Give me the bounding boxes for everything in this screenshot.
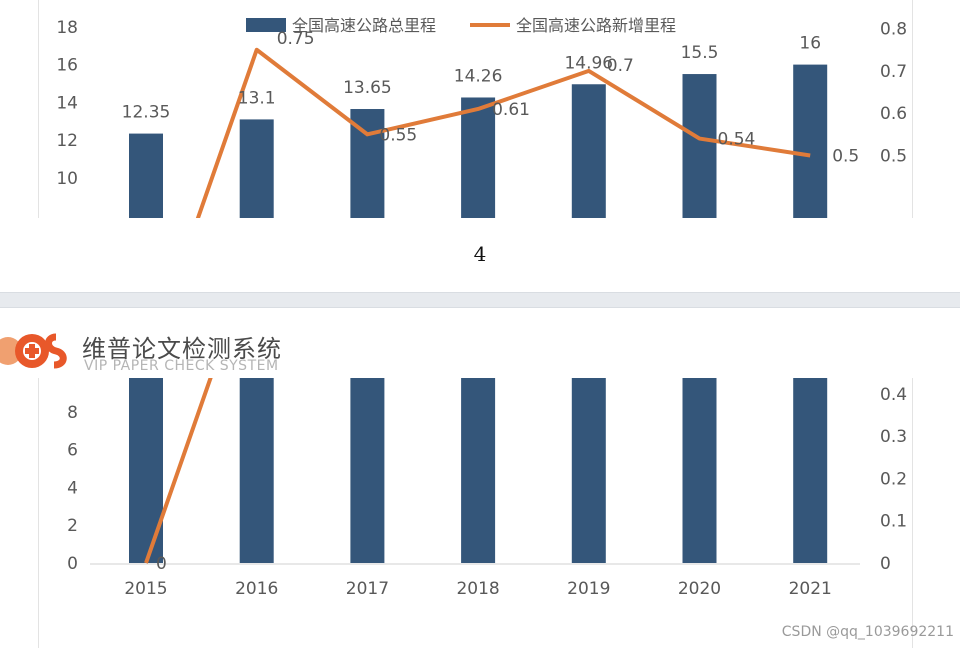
right-axis-tick-0.5: 0.5 — [880, 147, 907, 167]
x-axis-tick-2020: 2020 — [678, 579, 721, 599]
bar-2016 — [239, 119, 274, 218]
pcs-logo-icon — [0, 333, 67, 369]
left-axis-tick-0: 0 — [67, 554, 78, 574]
right-axis-tick-0.6: 0.6 — [880, 104, 907, 124]
right-axis-tick-0.8: 0.8 — [880, 20, 907, 40]
x-axis-tick-2017: 2017 — [346, 579, 389, 599]
line-label-2017: 0.55 — [379, 125, 417, 145]
line-label-2016: 0.75 — [277, 29, 315, 49]
right-axis-tick-0.3: 0.3 — [880, 427, 907, 447]
x-axis-tick-2018: 2018 — [456, 579, 499, 599]
line-label-2020: 0.54 — [718, 130, 756, 150]
left-axis-tick-18: 18 — [56, 18, 78, 38]
bar-2018-base — [461, 378, 496, 563]
left-axis-tick-8: 8 — [67, 403, 78, 423]
right-axis-tick-0.7: 0.7 — [880, 62, 907, 82]
right-axis-tick-0.1: 0.1 — [880, 512, 907, 532]
logo-subtitle: VIP PAPER CHECK SYSTEM — [84, 358, 279, 374]
x-axis-tick-2021: 2021 — [789, 579, 832, 599]
x-axis-tick-2016: 2016 — [235, 579, 278, 599]
left-axis-tick-12: 12 — [56, 131, 78, 151]
left-axis-tick-6: 6 — [67, 441, 78, 461]
line-label-2015: 0 — [156, 554, 167, 574]
bar-2017-base — [350, 378, 385, 563]
right-axis-tick-0.4: 0.4 — [880, 385, 907, 405]
bar-label-2020: 15.5 — [681, 43, 719, 63]
logo-title: 维普论文检测系统 — [82, 335, 282, 363]
line-label-2018: 0.61 — [492, 100, 530, 120]
page-number: 4 — [473, 242, 487, 266]
bar-label-2017: 13.65 — [343, 78, 392, 98]
bar-label-2016: 13.1 — [238, 88, 276, 108]
x-axis-tick-2019: 2019 — [567, 579, 610, 599]
bar-2015 — [129, 133, 163, 218]
legend-bar-label: 全国高速公路总里程 — [292, 16, 436, 35]
left-axis-tick-16: 16 — [56, 56, 78, 76]
vip-logo: 维普论文检测系统 VIP PAPER CHECK SYSTEM — [0, 327, 314, 377]
chart-legend: 全国高速公路总里程 全国高速公路新增里程 — [246, 16, 676, 35]
bar-2021 — [793, 64, 828, 218]
page-left-rule — [38, 0, 39, 218]
bar-2020-base — [682, 378, 717, 563]
bar-2021-base — [793, 378, 828, 563]
bar-2020 — [682, 74, 717, 218]
page-right-rule — [912, 0, 913, 218]
legend-bar-swatch — [246, 18, 286, 32]
right-axis-tick-0: 0 — [880, 554, 891, 574]
page-left-rule — [38, 378, 39, 648]
left-axis-tick-4: 4 — [67, 478, 78, 498]
bar-label-2015: 12.35 — [122, 103, 171, 123]
page-separator — [0, 292, 960, 308]
chart-upper-fragment — [129, 47, 828, 218]
bar-label-2021: 16 — [799, 34, 821, 54]
bar-2016-base — [239, 378, 274, 563]
left-axis-tick-2: 2 — [67, 516, 78, 536]
bar-2019-base — [571, 378, 606, 563]
left-axis-tick-10: 10 — [56, 169, 78, 189]
line-label-2021: 0.5 — [832, 147, 859, 167]
csdn-watermark: CSDN @qq_1039692211 — [781, 624, 954, 640]
bar-2018 — [461, 97, 496, 218]
right-axis-tick-0.2: 0.2 — [880, 469, 907, 489]
bar-label-2018: 14.26 — [454, 66, 503, 86]
page-right-rule — [912, 378, 913, 648]
legend-line-label: 全国高速公路新增里程 — [516, 16, 676, 35]
series-line-upper — [195, 47, 811, 218]
bar-2019 — [571, 84, 606, 218]
x-axis-tick-2015: 2015 — [124, 579, 167, 599]
bar-label-2019: 14.96 — [564, 53, 613, 73]
chart-labels: 0 2 4 6 8 10 12 14 16 18 0 0.1 0.2 0.3 0.4 0.5 0.6 0.7 0.8… — [56, 18, 907, 599]
left-axis-tick-14: 14 — [56, 93, 78, 113]
line-label-2019: 0.7 — [607, 56, 634, 76]
chart-lower-fragment — [90, 378, 860, 565]
